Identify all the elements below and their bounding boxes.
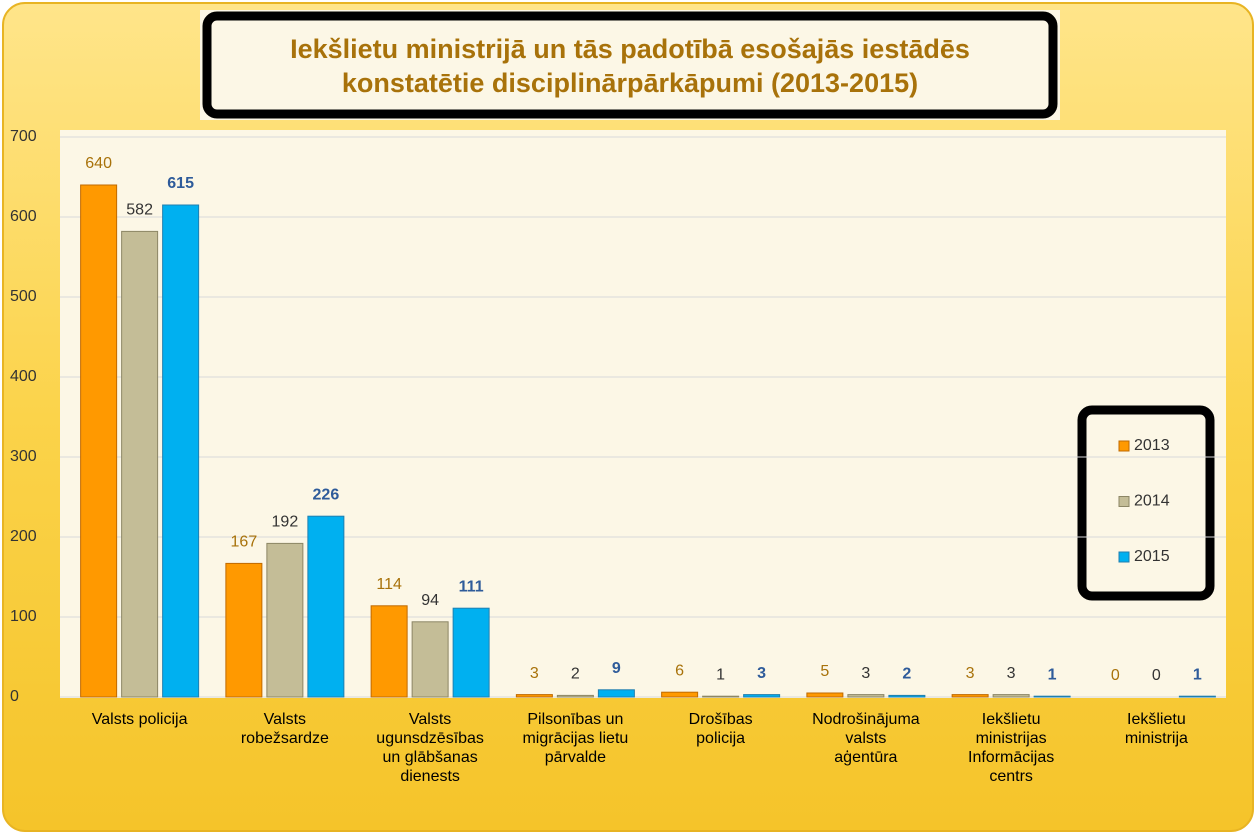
bar <box>307 515 345 698</box>
bar <box>121 230 159 698</box>
x-tick-label: Valsts robežsardze <box>240 711 329 747</box>
data-label: 3 <box>861 665 870 682</box>
y-tick-label: 500 <box>10 288 37 305</box>
bar <box>411 621 449 698</box>
y-tick-label: 0 <box>10 688 19 705</box>
data-label: 1 <box>1048 666 1057 683</box>
data-label: 582 <box>126 202 153 219</box>
y-tick-label: 300 <box>10 448 37 465</box>
bar <box>515 694 553 698</box>
x-tick-label: Valsts ugunsdzēsības un glābšanas dienes… <box>376 711 484 785</box>
data-label: 0 <box>1152 667 1161 684</box>
data-label: 0 <box>1111 667 1120 684</box>
data-label: 2 <box>571 666 580 683</box>
data-label: 615 <box>167 175 194 192</box>
data-label: 192 <box>272 514 299 531</box>
bar <box>162 204 200 698</box>
legend-bg <box>1075 403 1217 603</box>
data-label: 167 <box>231 534 258 551</box>
data-label: 94 <box>421 592 439 609</box>
y-tick-label: 200 <box>10 528 37 545</box>
bar <box>266 542 304 698</box>
y-tick-label: 600 <box>10 208 37 225</box>
legend-swatch <box>1118 440 1130 452</box>
bar <box>80 184 118 698</box>
data-label: 1 <box>716 666 725 683</box>
bar <box>888 694 926 698</box>
title-bg <box>200 10 1060 120</box>
data-label: 2 <box>902 666 911 683</box>
bar <box>743 694 781 698</box>
data-label: 640 <box>85 155 112 172</box>
chart-title: Iekšlietu ministrijā un tās padotībā eso… <box>290 34 970 98</box>
data-label: 1 <box>1193 666 1202 683</box>
x-tick-label: Iekšlietu ministrija <box>1124 711 1188 747</box>
bar <box>702 695 740 698</box>
data-label: 6 <box>675 662 684 679</box>
x-tick-label: Nodrošinājuma valsts aģentūra <box>812 711 920 766</box>
title-frame <box>202 11 1058 119</box>
bar <box>1178 695 1216 698</box>
bar <box>556 694 594 698</box>
x-tick-label: Valsts policija <box>91 711 188 728</box>
legend-label: 2015 <box>1134 548 1170 565</box>
legend-label: 2013 <box>1134 437 1170 454</box>
bar <box>661 691 699 698</box>
data-label: 226 <box>313 486 340 503</box>
data-label: 3 <box>757 665 766 682</box>
legend-frame <box>1077 405 1215 601</box>
legend-swatch <box>1118 551 1130 563</box>
x-tick-label: Drošības policija <box>688 711 753 747</box>
data-label: 9 <box>612 660 621 677</box>
bar <box>452 607 490 698</box>
x-tick-label: Pilsonības un migrācijas lietu pārvalde <box>522 711 629 766</box>
bar <box>847 694 885 698</box>
data-label: 3 <box>1007 665 1016 682</box>
data-label: 3 <box>966 665 975 682</box>
x-tick-label: Iekšlietu ministrijas Informācijas centr… <box>968 711 1055 785</box>
bar <box>806 692 844 698</box>
data-label: 114 <box>376 576 402 593</box>
bar <box>225 562 263 698</box>
bar <box>992 694 1030 698</box>
y-tick-label: 400 <box>10 368 37 385</box>
legend-label: 2014 <box>1134 493 1170 510</box>
legend-swatch <box>1118 496 1130 507</box>
data-label: 111 <box>459 578 484 595</box>
bar <box>370 605 408 698</box>
y-tick-label: 100 <box>10 608 37 625</box>
bar <box>597 689 635 698</box>
data-label: 3 <box>530 665 539 682</box>
bar <box>951 694 989 698</box>
bar <box>1033 695 1071 698</box>
data-label: 5 <box>820 663 829 680</box>
y-tick-label: 700 <box>10 128 37 145</box>
